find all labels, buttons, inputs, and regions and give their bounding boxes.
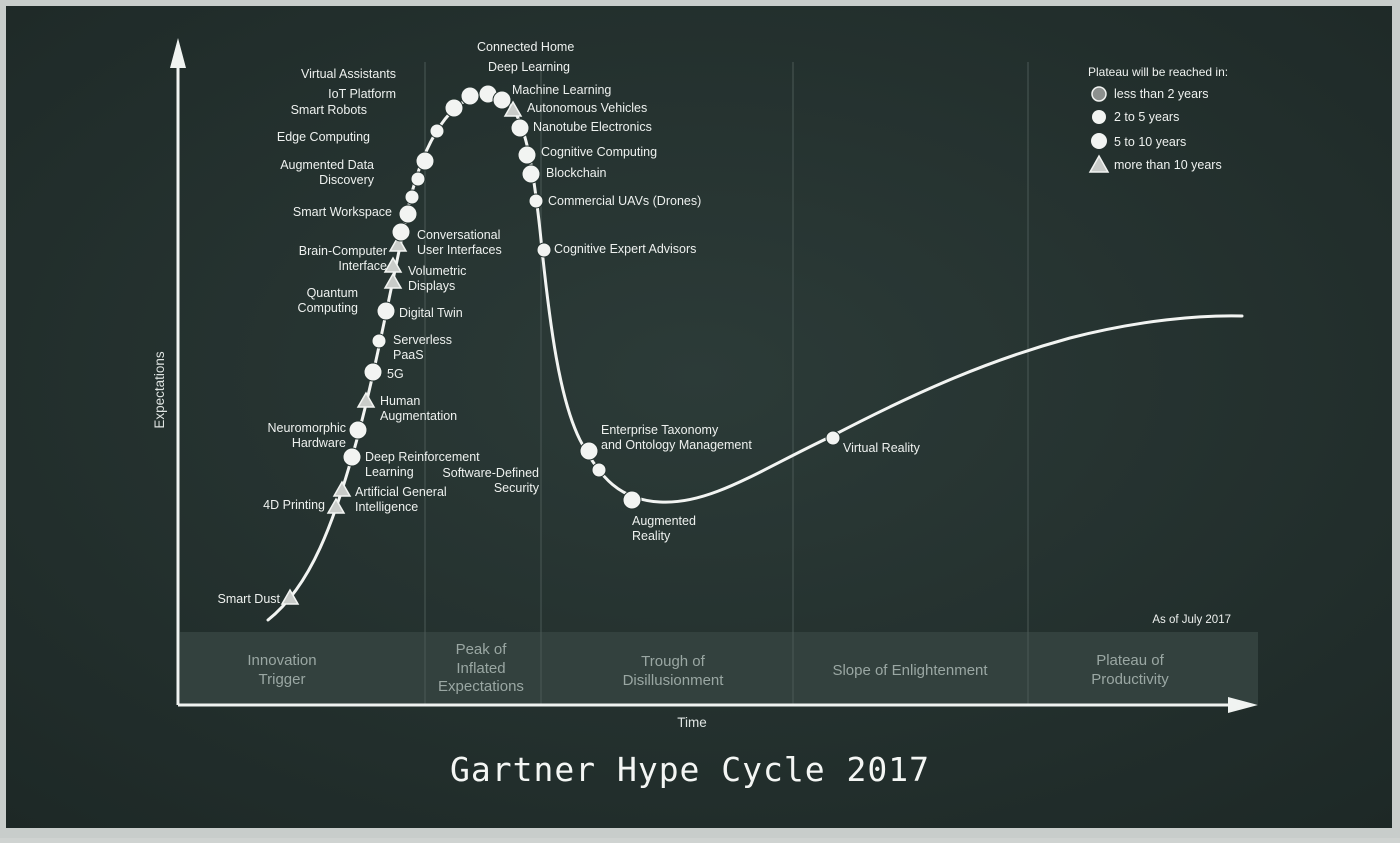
label-5g: 5G [387, 367, 404, 381]
marker-conversational-user-interfaces [391, 222, 411, 242]
label-virtual-reality: Virtual Reality [843, 441, 921, 455]
label-conversational-user-interfaces: Conversational User Interfaces [417, 228, 502, 257]
label-quantum-computing: Quantum Computing [298, 286, 358, 315]
marker-machine-learning [492, 90, 512, 110]
marker-edge-computing [410, 171, 426, 187]
phase-plateau: Plateau of Productivity [1091, 652, 1169, 688]
page-title: Gartner Hype Cycle 2017 [450, 750, 930, 789]
marker-5g [363, 362, 383, 382]
marker-cognitive-expert-advisors [536, 242, 552, 258]
label-connected-home: Connected Home [477, 40, 574, 54]
label-4d-printing: 4D Printing [263, 498, 325, 512]
label-brain-computer-interface: Brain-Computer Interface [299, 244, 387, 273]
label-neuromorphic-hardware: Neuromorphic Hardware [267, 421, 346, 450]
label-enterprise-taxonomy-and-ontology-management: Enterprise Taxonomy and Ontology Manageme… [601, 423, 752, 452]
legend-label-5to10: 5 to 10 years [1114, 135, 1186, 149]
marker-blockchain [521, 164, 541, 184]
label-cognitive-computing: Cognitive Computing [541, 145, 657, 159]
technology-markers [280, 84, 841, 605]
label-cognitive-expert-advisors: Cognitive Expert Advisors [554, 242, 696, 256]
label-blockchain: Blockchain [546, 166, 606, 180]
hype-curve [266, 92, 1244, 622]
label-commercial-uavs-drones: Commercial UAVs (Drones) [548, 194, 701, 208]
marker-4d-printing [326, 497, 346, 514]
phase-labels: Innovation Trigger Peak of Inflated Expecta… [247, 641, 1169, 695]
label-virtual-assistants: Virtual Assistants [301, 67, 396, 81]
legend-marker-2to5 [1092, 110, 1106, 124]
label-iot-platform: IoT Platform [328, 87, 396, 101]
label-augmented-reality: Augmented Reality [632, 514, 696, 543]
legend-label-2to5: 2 to 5 years [1114, 110, 1179, 124]
marker-volumetric-displays [383, 256, 403, 273]
label-serverless-paas: Serverless PaaS [393, 333, 452, 362]
label-edge-computing: Edge Computing [277, 130, 370, 144]
axes [176, 62, 1238, 707]
label-digital-twin: Digital Twin [399, 306, 463, 320]
marker-digital-twin [376, 301, 396, 321]
phase-band [180, 632, 1258, 704]
phase-trough: Trough of Disillusionment [623, 653, 725, 689]
marker-connected-home [460, 86, 480, 106]
x-axis-label: Time [677, 715, 707, 730]
marker-software-defined-security [591, 462, 607, 478]
marker-virtual-assistants [444, 98, 464, 118]
marker-serverless-paas [371, 333, 387, 349]
marker-deep-reinforcement-learning [342, 447, 362, 467]
marker-autonomous-vehicles [503, 100, 523, 117]
marker-smart-robots [415, 151, 435, 171]
marker-augmented-reality [622, 490, 642, 510]
label-nanotube-electronics: Nanotube Electronics [533, 120, 652, 134]
legend-marker-lt2 [1091, 86, 1107, 102]
label-augmented-data-discovery: Augmented Data Discovery [280, 158, 375, 187]
marker-iot-platform [429, 123, 445, 139]
label-deep-reinforcement-learning: Deep Reinforcement Learning [365, 450, 480, 479]
marker-smart-workspace [398, 204, 418, 224]
phase-peak: Peak of Inflated Expectations [438, 641, 524, 695]
legend: Plateau will be reached in: less than 2 … [1088, 65, 1228, 173]
legend-label-lt2: less than 2 years [1114, 87, 1209, 101]
legend-marker-5to10 [1091, 133, 1107, 149]
marker-smart-dust [280, 588, 300, 605]
marker-virtual-reality [825, 430, 841, 446]
label-artificial-general-intelligence: Artificial General Intelligence [355, 485, 447, 514]
y-axis-arrowhead [170, 38, 186, 68]
marker-artificial-general-intelligence [332, 480, 352, 497]
label-human-augmentation: Human Augmentation [380, 394, 457, 423]
legend-title: Plateau will be reached in: [1088, 65, 1228, 79]
phase-slope: Slope of Enlightenment [832, 662, 988, 679]
legend-marker-gt10 [1088, 154, 1110, 173]
marker-enterprise-taxonomy-and-ontology-management [579, 441, 599, 461]
y-axis-label: Expectations [152, 351, 167, 429]
label-deep-learning: Deep Learning [488, 60, 570, 74]
marker-cognitive-computing [517, 145, 537, 165]
label-autonomous-vehicles: Autonomous Vehicles [527, 101, 647, 115]
marker-quantum-computing [383, 272, 403, 289]
label-smart-workspace: Smart Workspace [293, 205, 392, 219]
marker-nanotube-electronics [510, 118, 530, 138]
label-software-defined-security: Software-Defined Security [442, 466, 539, 495]
x-axis-arrowhead [1228, 697, 1258, 713]
as-of-date: As of July 2017 [1152, 614, 1231, 626]
label-volumetric-displays: Volumetric Displays [408, 264, 466, 293]
marker-brain-computer-interface [388, 235, 408, 252]
marker-neuromorphic-hardware [348, 420, 368, 440]
marker-commercial-uavs-drones [528, 193, 544, 209]
technology-labels: Smart Dust 4D Printing Artificial General I… [217, 40, 920, 606]
marker-human-augmentation [356, 391, 376, 408]
marker-augmented-data-discovery [404, 189, 420, 205]
label-smart-dust: Smart Dust [217, 592, 280, 606]
phase-innovation-trigger: Innovation Trigger [247, 652, 316, 688]
legend-label-gt10: more than 10 years [1114, 158, 1222, 172]
label-smart-robots: Smart Robots [291, 103, 367, 117]
label-machine-learning: Machine Learning [512, 83, 611, 97]
